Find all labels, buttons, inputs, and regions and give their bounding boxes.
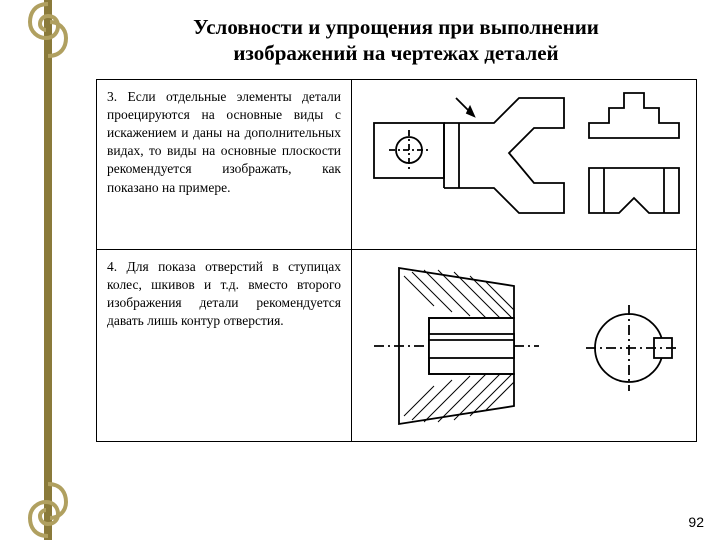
row2-drawing xyxy=(364,258,684,433)
content-area: Условности и упрощения при выполнении из… xyxy=(96,14,696,442)
row2-text-cell: 4. Для показа отверстий в ступицах колес… xyxy=(97,249,352,441)
title-line1: Условности и упрощения при выполнении xyxy=(193,15,599,39)
row1-text-cell: 3. Если отдельные элементы детали проеци… xyxy=(97,79,352,249)
page-title: Условности и упрощения при выполнении из… xyxy=(96,14,696,67)
side-decoration xyxy=(24,0,72,540)
side-bar xyxy=(44,0,52,540)
row1-figure-cell xyxy=(352,79,697,249)
main-table: 3. Если отдельные элементы детали проеци… xyxy=(96,79,697,442)
swirl-top-icon xyxy=(24,0,72,60)
row2-figure-cell xyxy=(352,249,697,441)
row1-drawing xyxy=(364,88,684,238)
table-row: 3. Если отдельные элементы детали проеци… xyxy=(97,79,697,249)
page-number: 92 xyxy=(688,514,704,530)
row1-text: 3. Если отдельные элементы детали проеци… xyxy=(107,88,341,197)
swirl-bottom-icon xyxy=(24,480,72,540)
title-line2: изображений на чертежах деталей xyxy=(233,41,558,65)
row2-text: 4. Для показа отверстий в ступицах колес… xyxy=(107,258,341,331)
table-row: 4. Для показа отверстий в ступицах колес… xyxy=(97,249,697,441)
